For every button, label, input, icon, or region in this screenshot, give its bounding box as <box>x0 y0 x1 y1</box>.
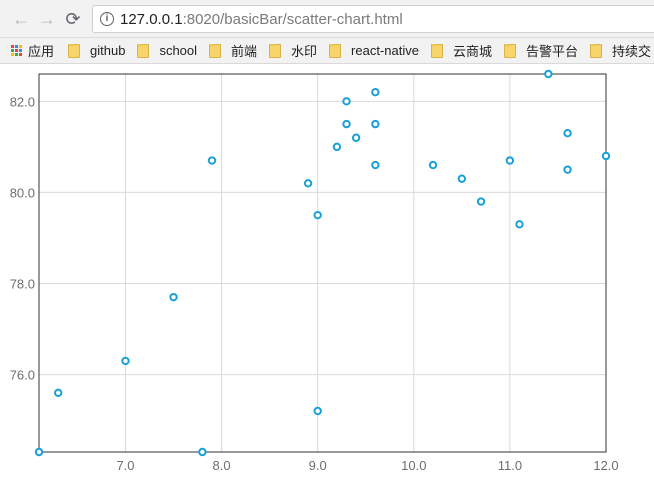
grid-lines <box>39 74 607 452</box>
url-path: :8020/basicBar/scatter-chart.html <box>182 10 403 28</box>
reload-icon[interactable]: ⟳ <box>65 8 81 29</box>
folder-icon <box>430 43 443 58</box>
bookmark-label: 云商城 <box>452 44 492 59</box>
data-point[interactable] <box>207 156 217 165</box>
bookmarks-bar: 应用 github school 前端 水印 react-native 云商城 … <box>0 38 654 64</box>
bookmark-watermark[interactable]: 水印 <box>269 41 317 60</box>
data-point[interactable] <box>169 292 178 302</box>
data-point[interactable] <box>505 156 515 165</box>
x-tick-label: 12.0 <box>593 458 618 473</box>
folder-icon <box>68 43 81 58</box>
data-point[interactable] <box>54 388 63 397</box>
scatter-chart: 7.0 8.0 9.0 10.0 11.0 12.0 76.0 78.0 80.0 82.0 <box>10 69 619 473</box>
y-axis-labels: 76.0 78.0 80.0 82.0 <box>10 94 35 382</box>
bookmark-school[interactable]: school <box>137 43 197 58</box>
bookmark-github[interactable]: github <box>68 43 125 58</box>
data-point[interactable] <box>121 356 130 366</box>
bookmark-label: 水印 <box>291 44 318 59</box>
bookmark-cloud-mall[interactable]: 云商城 <box>430 41 492 60</box>
address-bar[interactable]: i 127.0.0.1:8020/basicBar/scatter-chart.… <box>92 5 654 33</box>
y-tick-label: 76.0 <box>10 368 35 383</box>
forward-arrow-icon[interactable]: → <box>38 8 56 29</box>
data-point[interactable] <box>544 69 553 79</box>
data-point[interactable] <box>313 210 322 220</box>
data-point[interactable] <box>601 151 611 161</box>
x-tick-label: 10.0 <box>401 458 426 473</box>
bookmark-continuous-delivery[interactable]: 持续交 <box>590 41 651 60</box>
data-point[interactable] <box>342 97 351 106</box>
folder-icon <box>590 43 602 58</box>
data-point[interactable] <box>371 88 380 97</box>
data-point[interactable] <box>34 447 44 457</box>
bookmark-label: 告警平台 <box>525 44 578 59</box>
data-point[interactable] <box>476 197 486 206</box>
x-tick-label: 8.0 <box>213 458 231 473</box>
bookmark-alert-platform[interactable]: 告警平台 <box>503 41 578 60</box>
data-point[interactable] <box>313 406 322 416</box>
bookmark-label: 持续交 <box>612 44 652 59</box>
apps-grid-icon[interactable] <box>11 44 22 57</box>
y-tick-label: 78.0 <box>10 276 35 291</box>
data-point[interactable] <box>563 129 572 138</box>
bookmark-label: school <box>159 43 198 58</box>
data-point[interactable] <box>303 179 313 188</box>
info-icon[interactable]: i <box>100 12 114 26</box>
x-tick-label: 7.0 <box>116 458 134 473</box>
data-point[interactable] <box>457 174 467 183</box>
folder-icon <box>329 43 342 58</box>
x-tick-label: 9.0 <box>309 458 327 473</box>
folder-icon <box>209 43 222 58</box>
folder-icon <box>269 43 282 58</box>
data-point[interactable] <box>563 165 572 174</box>
data-point[interactable] <box>515 220 524 229</box>
data-points <box>34 69 611 457</box>
data-point[interactable] <box>332 142 342 152</box>
folder-icon <box>137 43 150 58</box>
x-tick-label: 11.0 <box>498 458 522 473</box>
browser-toolbar: ← → ⟳ i 127.0.0.1:8020/basicBar/scatter-… <box>0 0 654 38</box>
y-tick-label: 82.0 <box>10 94 35 109</box>
back-arrow-icon[interactable]: ← <box>12 8 30 29</box>
plot-frame <box>38 73 607 453</box>
y-tick-label: 80.0 <box>10 185 35 200</box>
folder-icon <box>503 43 516 58</box>
bookmark-label: github <box>90 43 126 58</box>
bookmark-frontend[interactable]: 前端 <box>209 41 257 60</box>
chart-area: 7.0 8.0 9.0 10.0 11.0 12.0 76.0 78.0 80.0 82.0 <box>0 64 654 487</box>
data-point[interactable] <box>198 447 207 457</box>
apps-bookmark[interactable]: 应用 <box>28 44 55 59</box>
x-axis-labels: 7.0 8.0 9.0 10.0 11.0 12.0 <box>116 458 618 473</box>
bookmark-react-native[interactable]: react-native <box>329 43 419 58</box>
data-point[interactable] <box>351 133 361 142</box>
data-point[interactable] <box>371 160 380 170</box>
data-point[interactable] <box>342 119 351 129</box>
bookmark-label: 前端 <box>231 44 258 59</box>
url-host: 127.0.0.1 <box>120 10 183 28</box>
data-point[interactable] <box>428 160 438 170</box>
data-point[interactable] <box>371 119 380 129</box>
bookmark-label: react-native <box>351 43 419 58</box>
